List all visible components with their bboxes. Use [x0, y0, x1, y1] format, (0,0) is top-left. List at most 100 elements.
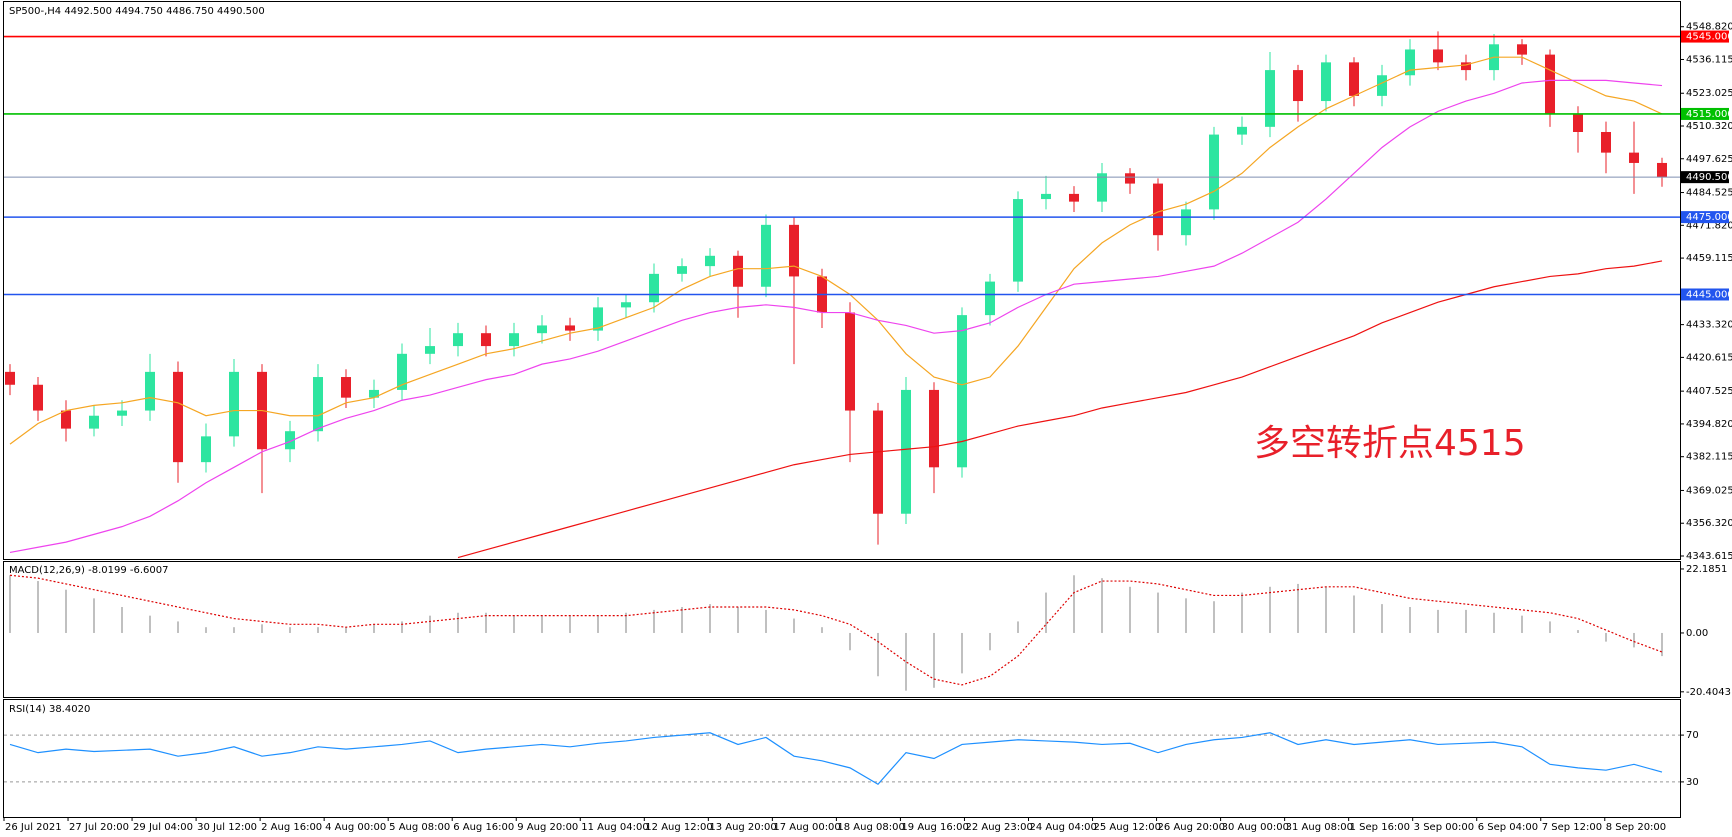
candle-body — [1069, 193, 1079, 202]
candle-body — [1461, 62, 1471, 71]
candle-body — [313, 377, 323, 432]
price-level-label: 4515.000 — [1686, 109, 1732, 120]
price-level-tag — [1681, 30, 1729, 43]
x-tick-label: 26 Jul 2021 — [5, 822, 62, 833]
y-tick-label: 4459.115 — [1686, 253, 1732, 264]
main-panel — [3, 1, 1681, 560]
candle-body — [285, 431, 295, 450]
candle-body — [1041, 193, 1051, 200]
candle-body — [117, 410, 127, 416]
candle-body — [733, 255, 743, 287]
macd-title: MACD(12,26,9) -8.0199 -6.6007 — [9, 565, 169, 576]
price-level-tag — [1681, 211, 1729, 224]
x-tick-label: 17 Aug 00:00 — [773, 822, 840, 833]
x-tick-label: 1 Sep 16:00 — [1350, 822, 1410, 833]
candle-body — [1097, 173, 1107, 202]
candle-body — [1405, 49, 1415, 76]
macd-signal — [9, 574, 1663, 686]
candle-body — [1013, 199, 1023, 282]
y-tick-label: 4433.320 — [1686, 320, 1732, 331]
x-tick-label: 29 Jul 04:00 — [133, 822, 193, 833]
y-tick-label: 4523.025 — [1686, 88, 1732, 99]
candle-body — [341, 377, 351, 398]
candle-body — [1153, 183, 1163, 236]
x-tick-label: 9 Aug 20:00 — [517, 822, 578, 833]
candle-body — [453, 333, 463, 347]
x-tick-label: 4 Aug 00:00 — [325, 822, 386, 833]
x-tick-label: 18 Aug 08:00 — [837, 822, 904, 833]
candle-body — [929, 389, 939, 468]
x-tick-label: 13 Aug 20:00 — [709, 822, 776, 833]
candle-body — [61, 410, 71, 429]
candle-body — [1601, 131, 1611, 153]
x-tick-label: 11 Aug 04:00 — [581, 822, 648, 833]
candle-body — [761, 224, 771, 287]
candle-body — [397, 353, 407, 390]
price-level-label: 4475.000 — [1686, 212, 1732, 223]
y-tick-label: 4356.320 — [1686, 518, 1732, 529]
rsi-line — [9, 732, 1663, 786]
x-tick-label: 31 Aug 08:00 — [1286, 822, 1353, 833]
y-tick-label: 4420.615 — [1686, 352, 1732, 363]
candle-body — [1349, 62, 1359, 96]
macd-panel — [3, 561, 1681, 698]
y-tick-label: 4394.820 — [1686, 419, 1732, 430]
price-level-tag — [1681, 107, 1729, 120]
candle-body — [845, 312, 855, 411]
candle-body — [1629, 152, 1639, 163]
x-tick-label: 25 Aug 12:00 — [1094, 822, 1161, 833]
y-tick-label: 70 — [1686, 730, 1699, 741]
candle-body — [873, 410, 883, 514]
moving-average — [9, 56, 1663, 445]
candle-body — [1517, 44, 1527, 55]
candle-body — [201, 436, 211, 463]
x-tick-label: 2 Aug 16:00 — [261, 822, 322, 833]
candle-body — [705, 255, 715, 267]
candle-body — [1209, 134, 1219, 210]
candle-body — [1545, 54, 1555, 114]
candle-body — [425, 346, 435, 354]
y-tick-label: 4497.625 — [1686, 154, 1732, 165]
y-tick-label: 4407.525 — [1686, 386, 1732, 397]
price-level-label: 4545.000 — [1686, 32, 1732, 43]
candle-body — [369, 389, 379, 398]
price-level-label: 4490.500 — [1686, 172, 1732, 183]
price-level-tag — [1681, 171, 1729, 184]
y-tick-label: -20.4043 — [1686, 687, 1731, 698]
y-tick-label: 4484.525 — [1686, 188, 1732, 199]
y-tick-label: 4471.820 — [1686, 220, 1732, 231]
candle-body — [901, 389, 911, 514]
candle-body — [621, 302, 631, 308]
x-tick-label: 12 Aug 12:00 — [645, 822, 712, 833]
moving-average — [457, 260, 1663, 559]
candle-body — [509, 333, 519, 347]
moving-average — [9, 79, 1663, 554]
candle-body — [1321, 62, 1331, 102]
price-level-tag — [1681, 288, 1729, 301]
candle-body — [677, 266, 687, 274]
x-tick-label: 5 Aug 08:00 — [389, 822, 450, 833]
candle-body — [145, 371, 155, 411]
candle-body — [173, 371, 183, 463]
candle-body — [789, 224, 799, 277]
x-tick-label: 22 Aug 23:00 — [965, 822, 1032, 833]
candle-body — [1573, 113, 1583, 132]
candle-body — [649, 273, 659, 303]
x-tick-label: 8 Sep 20:00 — [1606, 822, 1666, 833]
x-tick-label: 30 Aug 00:00 — [1222, 822, 1289, 833]
y-tick-label: 30 — [1686, 777, 1699, 788]
y-tick-label: 0.00 — [1686, 628, 1708, 639]
candle-body — [1377, 75, 1387, 96]
candle-body — [89, 415, 99, 429]
x-tick-label: 6 Sep 04:00 — [1478, 822, 1538, 833]
candle-body — [5, 371, 15, 385]
x-tick-label: 6 Aug 16:00 — [453, 822, 514, 833]
annotation: 多空转折点4515 — [1254, 423, 1526, 464]
x-tick-label: 30 Jul 12:00 — [197, 822, 257, 833]
x-tick-label: 7 Sep 12:00 — [1542, 822, 1602, 833]
x-tick-label: 26 Aug 20:00 — [1158, 822, 1225, 833]
candle-body — [1125, 173, 1135, 184]
price-level-label: 4445.000 — [1686, 289, 1732, 300]
candle-body — [481, 333, 491, 347]
y-tick-label: 4536.115 — [1686, 54, 1732, 65]
